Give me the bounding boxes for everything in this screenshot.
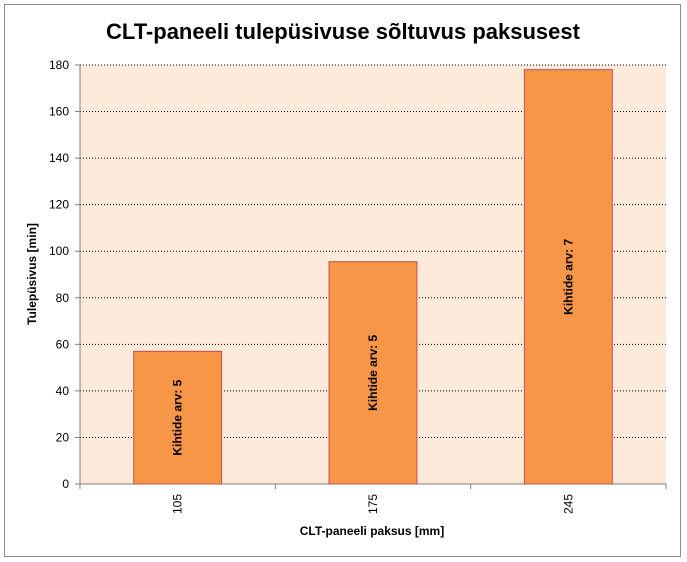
y-tick-label: 140 [49, 151, 69, 165]
y-tick-label: 160 [49, 105, 69, 119]
chart-title: CLT-paneeli tulepüsivuse sõltuvus paksus… [106, 19, 581, 44]
y-tick-label: 120 [49, 198, 69, 212]
y-tick-label: 40 [56, 384, 70, 398]
bar-label: Kihtide arv: 5 [366, 335, 380, 411]
y-tick-label: 0 [62, 477, 69, 491]
bar [328, 261, 418, 485]
y-tick-label: 180 [49, 58, 69, 72]
x-axis-title: CLT-paneeli paksus [mm] [300, 524, 444, 538]
y-tick-label: 20 [56, 430, 70, 444]
y-tick-label: 100 [49, 244, 69, 258]
x-tick-label: 245 [561, 494, 575, 514]
plot-area: 0 20 40 60 80 100 120 140 160 180 Kihtide arv: 5 10… [49, 58, 667, 514]
bar [133, 350, 223, 485]
x-tick-label: 105 [171, 494, 185, 514]
y-tick-label: 60 [56, 337, 70, 351]
bar-label: Kihtide arv: 5 [171, 379, 185, 455]
y-tick-label: 80 [56, 291, 70, 305]
bar-label: Kihtide arv: 7 [561, 238, 575, 314]
x-tick-label: 175 [366, 494, 380, 514]
bar [523, 69, 613, 485]
y-axis-title: Tulepüsivus [min] [25, 223, 39, 325]
